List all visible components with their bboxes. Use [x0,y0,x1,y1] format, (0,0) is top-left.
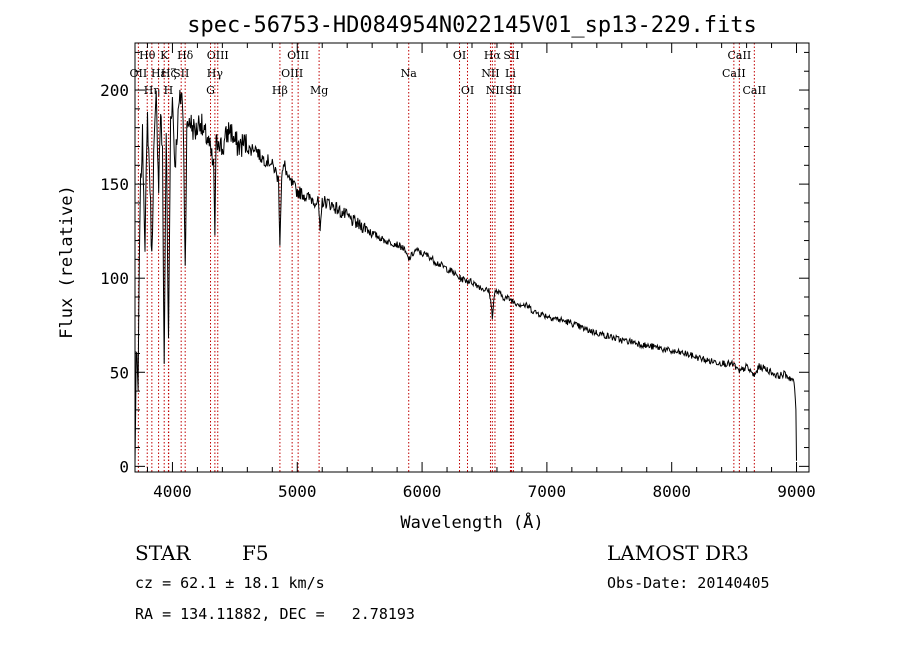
line-marker-label: OII [130,67,148,80]
line-marker-label: Hγ [207,67,224,80]
x-tick-label: 4000 [153,482,192,501]
line-marker-label: Mg [310,84,328,97]
y-tick-label: 0 [119,457,129,476]
line-marker-label: Li [505,67,516,80]
y-tick-label: 150 [100,175,129,194]
line-marker-label: Hθ [139,49,156,62]
x-tick-label: 5000 [278,482,317,501]
y-axis: 0 50 100 150 200 [100,51,809,476]
line-marker-label: H [164,84,174,97]
line-marker-label: K [160,49,169,62]
x-tick-label: 6000 [403,482,442,501]
line-marker-label: NII [486,84,504,97]
line-marker-label: G [206,84,215,97]
line-marker-label: OIII [281,67,303,80]
spectral-subclass: F5 [242,541,269,565]
redshift-velocity: cz = 62.1 ± 18.1 km/s [135,574,325,592]
chart-title: spec-56753-HD084954N022145V01_sp13-229.f… [187,13,757,38]
x-axis-label: Wavelength (Å) [400,511,543,533]
y-tick-label: 100 [100,269,129,288]
line-marker-label: CaII [728,49,752,62]
line-marker-label: SII [505,84,521,97]
line-marker-label: SII [503,49,519,62]
line-marker-label: Hζ [161,67,177,80]
line-marker-label: CaII [742,84,766,97]
x-tick-label: 7000 [528,482,567,501]
survey-name: LAMOST DR3 [607,541,749,565]
line-marker-label: Hδ [177,49,194,62]
line-marker-label: OIII [207,49,229,62]
line-marker-label: CaII [722,67,746,80]
line-marker-label: SII [173,67,189,80]
x-tick-label: 8000 [652,482,691,501]
line-marker-label: NII [481,67,499,80]
line-marker-label: Na [401,67,418,80]
line-marker-label: Hα [484,49,502,62]
y-axis-label: Flux (relative) [57,185,77,339]
plot-frame [134,42,810,473]
object-class: STAR [135,541,191,565]
x-tick-label: 9000 [777,482,816,501]
line-marker-label: Hη [144,84,160,97]
observation-date: Obs-Date: 20140405 [607,574,770,592]
x-axis: 4000 5000 6000 7000 8000 9000 [146,43,816,501]
y-tick-label: 200 [100,81,129,100]
y-tick-label: 50 [110,363,129,382]
sky-coordinates: RA = 134.11882, DEC = 2.78193 [135,605,415,623]
line-marker-label: OIII [287,49,309,62]
spectrum-line [134,89,797,464]
line-marker-label: Hβ [272,84,288,97]
line-marker-label: Hε [151,67,167,80]
line-marker-label: OI [461,84,474,97]
line-marker-label: OI [453,49,466,62]
